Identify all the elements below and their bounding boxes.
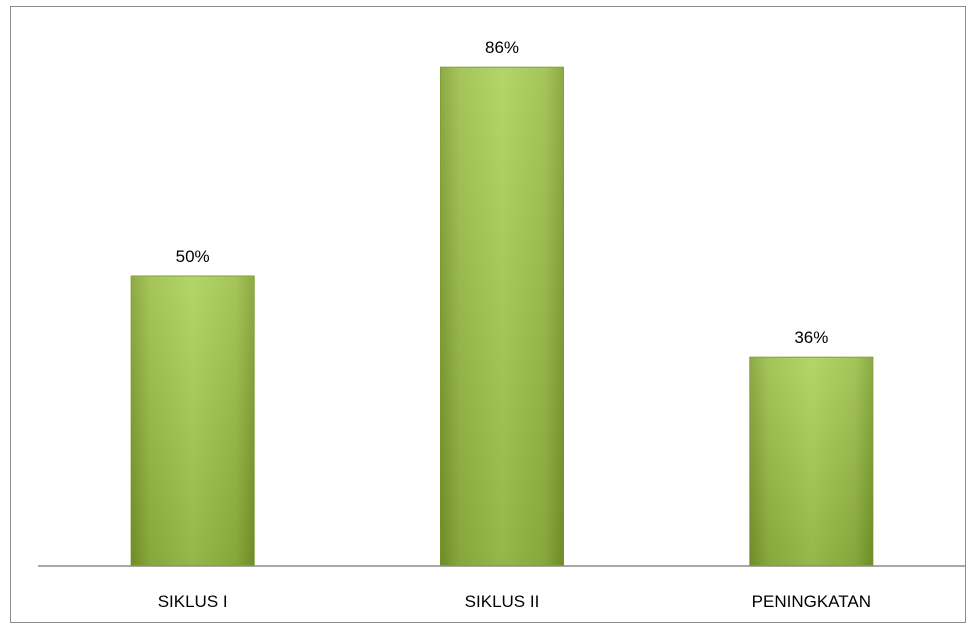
labels-group: 50% SIKLUS I 86% SIKLUS II 36% PENINGKATAN	[158, 38, 871, 611]
data-label-1: 86%	[485, 38, 519, 57]
data-label-2: 36%	[794, 328, 828, 347]
bar-shade-1	[440, 67, 564, 566]
bars-group	[130, 66, 874, 567]
category-label-1: SIKLUS II	[465, 592, 540, 611]
category-label-0: SIKLUS I	[158, 592, 228, 611]
bar-shade-2	[749, 357, 873, 566]
bar-shade-0	[131, 276, 255, 566]
data-label-0: 50%	[176, 247, 210, 266]
category-label-2: PENINGKATAN	[752, 592, 871, 611]
